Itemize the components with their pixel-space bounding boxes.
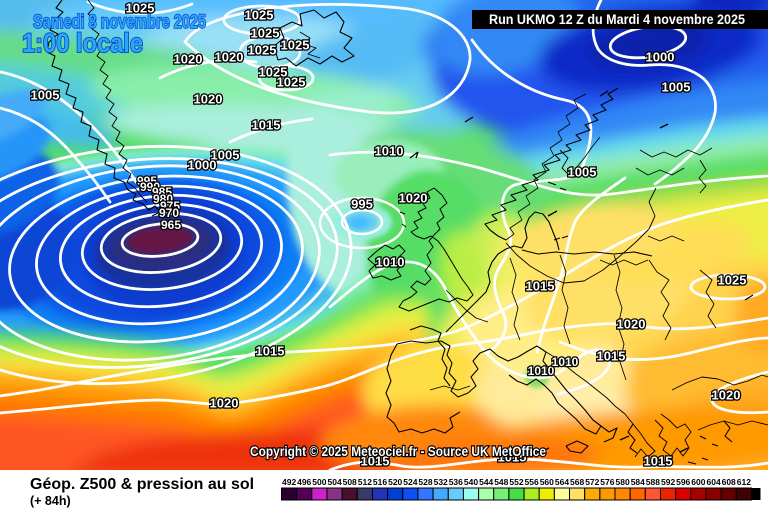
svg-text:1025: 1025	[718, 272, 747, 287]
svg-text:516: 516	[373, 477, 387, 487]
svg-text:512: 512	[358, 477, 372, 487]
svg-text:1020: 1020	[399, 190, 428, 205]
svg-text:Copyright © 2025 Meteociel.fr: Copyright © 2025 Meteociel.fr - Source U…	[250, 444, 546, 459]
svg-text:1:00 locale: 1:00 locale	[22, 28, 143, 58]
svg-text:1025: 1025	[281, 37, 310, 52]
svg-text:1005: 1005	[211, 147, 240, 162]
svg-text:1005: 1005	[568, 164, 597, 179]
svg-text:1020: 1020	[210, 395, 239, 410]
svg-text:564: 564	[555, 477, 569, 487]
svg-text:492: 492	[282, 477, 296, 487]
svg-text:985: 985	[152, 185, 172, 199]
svg-text:1015: 1015	[498, 449, 527, 464]
svg-text:524: 524	[403, 477, 417, 487]
svg-text:580: 580	[616, 477, 630, 487]
svg-text:975: 975	[160, 199, 180, 213]
svg-text:Géop. Z500 & pression au sol: Géop. Z500 & pression au sol	[30, 476, 254, 493]
svg-text:1015: 1015	[361, 453, 390, 468]
svg-text:1000: 1000	[188, 157, 217, 172]
svg-text:608: 608	[722, 477, 736, 487]
svg-text:588: 588	[646, 477, 660, 487]
svg-text:1025: 1025	[126, 0, 155, 15]
svg-text:1010: 1010	[528, 364, 555, 378]
svg-text:600: 600	[691, 477, 705, 487]
svg-text:548: 548	[494, 477, 508, 487]
svg-text:604: 604	[707, 477, 721, 487]
svg-text:540: 540	[464, 477, 478, 487]
svg-text:1015: 1015	[597, 348, 626, 363]
svg-text:596: 596	[676, 477, 690, 487]
svg-text:1025: 1025	[259, 64, 288, 79]
svg-text:1025: 1025	[248, 42, 277, 57]
svg-text:584: 584	[631, 477, 645, 487]
svg-text:1015: 1015	[644, 453, 673, 468]
svg-text:612: 612	[737, 477, 751, 487]
svg-text:1025: 1025	[251, 25, 280, 40]
svg-text:1005: 1005	[31, 87, 60, 102]
svg-text:1020: 1020	[617, 316, 646, 331]
svg-text:1010: 1010	[375, 143, 404, 158]
svg-text:995: 995	[137, 174, 157, 188]
svg-text:970: 970	[159, 206, 179, 220]
svg-text:544: 544	[479, 477, 493, 487]
svg-text:552: 552	[509, 477, 523, 487]
svg-text:1015: 1015	[252, 117, 281, 132]
svg-text:990: 990	[140, 180, 160, 194]
svg-text:576: 576	[600, 477, 614, 487]
svg-text:1015: 1015	[526, 278, 555, 293]
svg-text:508: 508	[343, 477, 357, 487]
svg-text:496: 496	[297, 477, 311, 487]
svg-text:1015: 1015	[256, 343, 285, 358]
svg-text:965: 965	[161, 218, 181, 232]
svg-text:1010: 1010	[376, 254, 405, 269]
svg-text:592: 592	[661, 477, 675, 487]
svg-text:1025: 1025	[277, 74, 306, 89]
svg-text:500: 500	[312, 477, 326, 487]
svg-text:1000: 1000	[646, 49, 675, 64]
svg-text:520: 520	[388, 477, 402, 487]
svg-text:1020: 1020	[712, 387, 741, 402]
svg-text:Samedi 8 novembre 2025: Samedi 8 novembre 2025	[33, 12, 206, 33]
svg-text:1025: 1025	[245, 7, 274, 22]
svg-text:1020: 1020	[194, 91, 223, 106]
svg-text:1020: 1020	[215, 49, 244, 64]
svg-text:556: 556	[525, 477, 539, 487]
svg-text:504: 504	[328, 477, 342, 487]
svg-text:560: 560	[540, 477, 554, 487]
svg-text:532: 532	[434, 477, 448, 487]
svg-text:980: 980	[153, 192, 173, 206]
svg-text:995: 995	[351, 196, 373, 211]
svg-text:572: 572	[585, 477, 599, 487]
svg-text:1005: 1005	[662, 79, 691, 94]
svg-text:Run UKMO 12 Z du Mardi 4 novem: Run UKMO 12 Z du Mardi 4 novembre 2025	[489, 12, 745, 27]
svg-text:536: 536	[449, 477, 463, 487]
svg-text:528: 528	[418, 477, 432, 487]
svg-text:1020: 1020	[174, 51, 203, 66]
svg-text:1010: 1010	[552, 355, 579, 369]
svg-text:(+ 84h): (+ 84h)	[30, 494, 71, 508]
svg-text:568: 568	[570, 477, 584, 487]
